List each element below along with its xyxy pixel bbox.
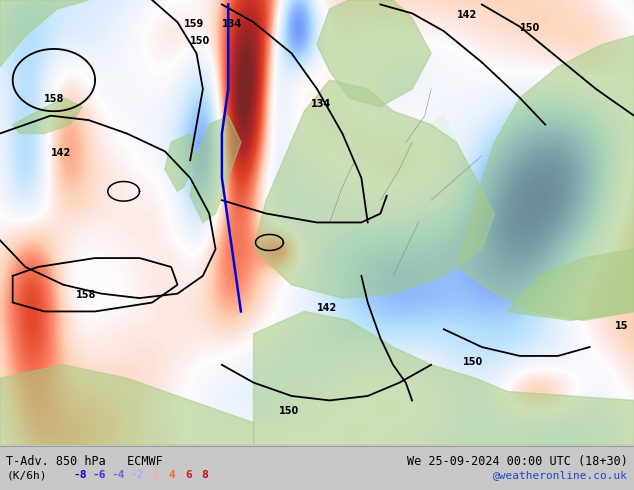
Polygon shape bbox=[456, 36, 634, 320]
Text: 150: 150 bbox=[190, 36, 210, 47]
Polygon shape bbox=[317, 0, 431, 107]
Text: @weatheronline.co.uk: @weatheronline.co.uk bbox=[493, 470, 628, 480]
Polygon shape bbox=[0, 0, 89, 67]
Text: 8: 8 bbox=[202, 470, 209, 480]
Text: (K/6h): (K/6h) bbox=[6, 470, 47, 480]
Text: 150: 150 bbox=[520, 23, 540, 33]
Polygon shape bbox=[254, 80, 495, 298]
Text: -4: -4 bbox=[111, 470, 124, 480]
Polygon shape bbox=[0, 365, 254, 445]
Text: 142: 142 bbox=[456, 10, 477, 20]
Text: 6: 6 bbox=[185, 470, 192, 480]
Polygon shape bbox=[0, 0, 89, 67]
Polygon shape bbox=[254, 80, 495, 298]
Polygon shape bbox=[190, 116, 241, 222]
Text: 134: 134 bbox=[222, 19, 242, 29]
Polygon shape bbox=[254, 312, 634, 445]
Text: 2: 2 bbox=[152, 470, 159, 480]
Text: 158: 158 bbox=[76, 290, 96, 300]
Text: We 25-09-2024 00:00 UTC (18+30): We 25-09-2024 00:00 UTC (18+30) bbox=[407, 455, 628, 468]
Polygon shape bbox=[13, 98, 82, 133]
Text: 150: 150 bbox=[279, 406, 299, 416]
Text: 142: 142 bbox=[317, 303, 337, 314]
Text: 4: 4 bbox=[169, 470, 176, 480]
Polygon shape bbox=[507, 249, 634, 320]
Text: 142: 142 bbox=[51, 147, 71, 158]
Text: 134: 134 bbox=[311, 99, 331, 109]
Text: 150: 150 bbox=[463, 357, 483, 367]
Text: -8: -8 bbox=[73, 470, 86, 480]
Text: -6: -6 bbox=[92, 470, 105, 480]
Polygon shape bbox=[254, 312, 634, 445]
Polygon shape bbox=[507, 249, 634, 320]
Polygon shape bbox=[165, 133, 197, 191]
Polygon shape bbox=[165, 133, 197, 191]
Polygon shape bbox=[190, 116, 241, 222]
Text: 159: 159 bbox=[184, 19, 204, 29]
Polygon shape bbox=[317, 0, 431, 107]
Text: 15: 15 bbox=[615, 321, 628, 331]
Polygon shape bbox=[13, 98, 82, 133]
Polygon shape bbox=[456, 36, 634, 320]
Text: -2: -2 bbox=[130, 470, 143, 480]
Text: 158: 158 bbox=[44, 95, 65, 104]
Polygon shape bbox=[0, 365, 254, 445]
Polygon shape bbox=[380, 116, 456, 187]
Text: T-Adv. 850 hPa   ECMWF: T-Adv. 850 hPa ECMWF bbox=[6, 455, 163, 468]
